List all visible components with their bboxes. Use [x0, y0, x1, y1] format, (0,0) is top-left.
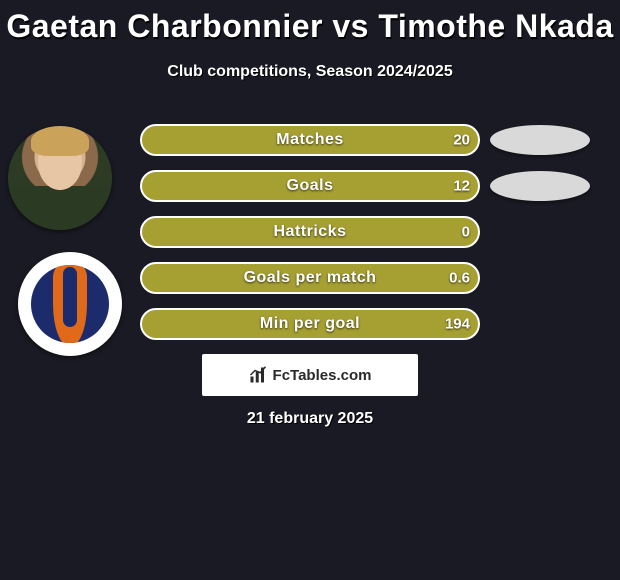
- stat-bar: Goals per match0.6: [140, 262, 480, 294]
- comparison-card: Gaetan Charbonnier vs Timothe Nkada Club…: [0, 0, 620, 580]
- stat-value-left: 0: [462, 224, 470, 241]
- stat-bar: Goals12: [140, 170, 480, 202]
- stat-right-blob: [490, 125, 590, 155]
- chart-icon: [249, 366, 267, 384]
- stat-value-left: 12: [453, 178, 470, 195]
- stat-value-left: 20: [453, 132, 470, 149]
- stat-value-left: 194: [445, 316, 470, 333]
- stat-label: Goals: [142, 177, 478, 195]
- stat-value-left: 0.6: [449, 270, 470, 287]
- subtitle: Club competitions, Season 2024/2025: [0, 63, 620, 81]
- branding-box: FcTables.com: [202, 354, 418, 396]
- stat-bar: Matches20: [140, 124, 480, 156]
- stat-label: Matches: [142, 131, 478, 149]
- date-label: 21 february 2025: [0, 410, 620, 428]
- branding-text: FcTables.com: [273, 367, 372, 384]
- stat-bar: Hattricks0: [140, 216, 480, 248]
- stat-row: Goals12: [0, 164, 620, 210]
- stat-bar: Min per goal194: [140, 308, 480, 340]
- page-title: Gaetan Charbonnier vs Timothe Nkada: [0, 0, 620, 45]
- stat-row: Goals per match0.6: [0, 256, 620, 302]
- stat-right-blob: [490, 171, 590, 201]
- stat-label: Min per goal: [142, 315, 478, 333]
- stat-row: Matches20: [0, 118, 620, 164]
- stat-row: Min per goal194: [0, 302, 620, 348]
- stat-label: Hattricks: [142, 223, 478, 241]
- stat-row: Hattricks0: [0, 210, 620, 256]
- stat-rows: Matches20 Goals12 Hattricks0 Goals per matc…: [0, 118, 620, 348]
- stat-label: Goals per match: [142, 269, 478, 287]
